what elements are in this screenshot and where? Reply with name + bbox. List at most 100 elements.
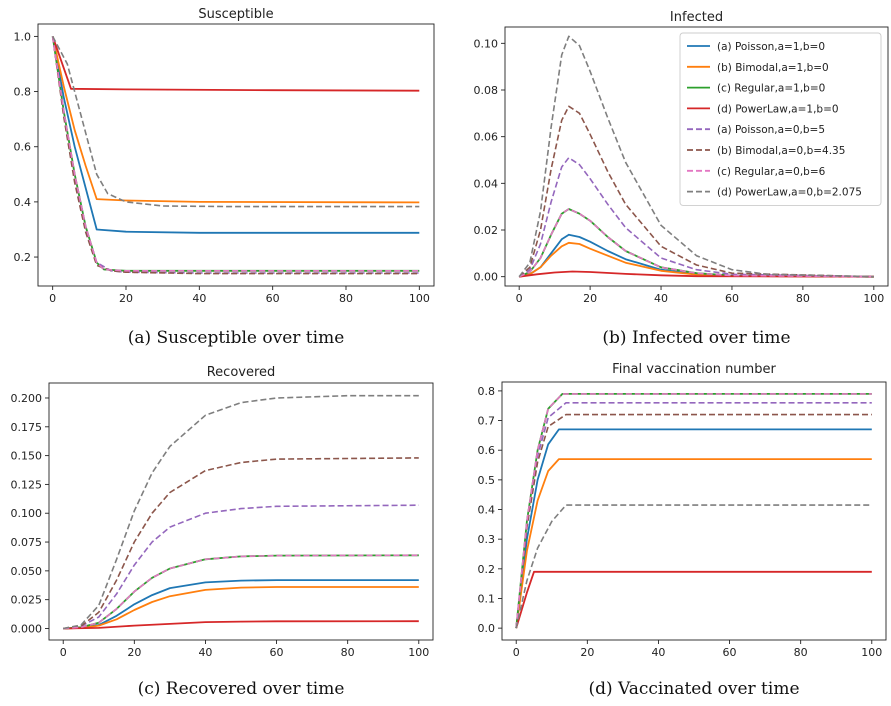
panel-b-series: [518, 35, 874, 278]
panel-a-axes-frame: [37, 23, 435, 287]
panel-c-xtick-label: 20: [127, 646, 141, 659]
panel-d-ytick-label: 0.1: [478, 592, 496, 605]
panel-a-ytick-label: 0.4: [14, 196, 32, 209]
panel-b-ytick-label: 0.08: [474, 84, 499, 97]
panel-c: Recovered 0 20 40 60 80 100 0.000 0.025 0.050 0.07…: [11, 365, 434, 699]
panel-b-xtick-label: 100: [863, 292, 884, 305]
panel-d-caption: (d) Vaccinated over time: [588, 679, 799, 699]
panel-b-title: Infected: [670, 10, 723, 25]
panel-b-ytick-label: 0.00: [474, 271, 499, 284]
panel-b-axes-frame: [504, 26, 889, 287]
panel-c-ytick-label: 0.050: [11, 565, 43, 578]
panel-b-ytick-label: 0.02: [474, 224, 499, 237]
panel-c-title: Recovered: [207, 365, 276, 380]
panel-b-xtick-label: 20: [583, 292, 597, 305]
panel-d-series: [515, 393, 872, 629]
panel-c-series-line-5: [63, 457, 419, 630]
panel-a-xtick-label: 40: [192, 292, 206, 305]
panel-a-title: Susceptible: [198, 7, 273, 22]
panel-b-series-line-7: [518, 35, 874, 278]
panel-a-xtick-label: 0: [49, 292, 56, 305]
panel-b-xtick-label: 60: [725, 292, 739, 305]
panel-c-xtick-label: 80: [341, 646, 355, 659]
panel-a-ytick-label: 0.6: [14, 141, 32, 154]
legend-label-3: (d) PowerLaw,a=1,b=0: [717, 103, 839, 115]
panel-d-xtick-label: 40: [651, 646, 665, 659]
panel-c-series-line-6: [63, 554, 419, 630]
legend-label-2: (c) Regular,a=1,b=0: [717, 83, 825, 95]
panel-c-ytick-label: 0.000: [11, 622, 43, 635]
panel-a-series: [51, 36, 420, 275]
panel-d-ytick-label: 0.8: [478, 385, 496, 398]
panel-b-xtick-label: 80: [796, 292, 810, 305]
legend-label-1: (b) Bimodal,a=1,b=0: [717, 62, 829, 74]
panel-b-series-line-6: [518, 208, 874, 278]
panel-a-ytick-label: 0.2: [14, 251, 32, 264]
panel-a-series-line-5: [51, 36, 420, 275]
panel-d-series-line-4: [515, 402, 872, 629]
panel-d-ytick-label: 0.0: [478, 622, 496, 635]
panel-d-xtick-label: 100: [861, 646, 882, 659]
panel-c-ytick-label: 0.200: [11, 392, 43, 405]
legend-label-7: (d) PowerLaw,a=0,b=2.075: [717, 187, 862, 199]
panel-d-series-line-3: [515, 570, 872, 629]
panel-c-xtick-label: 40: [198, 646, 212, 659]
panel-c-ytick-label: 0.075: [11, 536, 43, 549]
legend-label-5: (b) Bimodal,a=0,b=4.35: [717, 145, 845, 157]
panel-d: Final vaccination number 0 20 40 60 80 100 0.0 0…: [478, 362, 887, 699]
panel-c-series-line-2: [63, 554, 419, 630]
panel-d-series-line-1: [515, 458, 872, 629]
panel-a-series-line-1: [51, 36, 420, 204]
panel-a-series-line-2: [51, 36, 420, 272]
panel-b-series-line-4: [518, 156, 874, 278]
panel-d-ytick-label: 0.7: [478, 415, 496, 428]
panel-b-xtick-label: 40: [654, 292, 668, 305]
panel-d-xtick-label: 80: [794, 646, 808, 659]
panel-d-ytick-label: 0.3: [478, 533, 496, 546]
panel-d-title: Final vaccination number: [612, 362, 776, 377]
panel-d-ytick-label: 0.2: [478, 563, 496, 576]
panel-c-series-line-3: [63, 620, 419, 630]
panel-c-series-line-4: [63, 504, 419, 630]
panel-b: Infected 0 20 40 60 80 100 0.00 0.02 0.04 0.06 0.08…: [474, 10, 889, 348]
panel-b-series-line-1: [519, 241, 874, 278]
panel-c-ytick-label: 0.150: [11, 450, 43, 463]
panel-c-ytick-label: 0.100: [11, 507, 43, 520]
panel-a: Susceptible 0 20 40 60 80 100 0.2 0.4 0.6 0.8 1.0 (a…: [14, 7, 435, 348]
panel-b-series-line-3: [519, 270, 874, 278]
panel-c-ytick-label: 0.125: [11, 478, 43, 491]
panel-c-series-line-7: [63, 394, 419, 630]
panel-d-series-line-0: [515, 428, 872, 629]
panel-a-series-line-3: [51, 36, 420, 92]
panel-d-series-line-7: [515, 504, 872, 629]
panel-a-series-line-0: [51, 36, 420, 234]
panel-a-xtick-label: 20: [119, 292, 133, 305]
panel-d-xtick-label: 0: [513, 646, 520, 659]
panel-d-axes-frame: [501, 381, 887, 641]
panel-c-ytick-label: 0.175: [11, 421, 43, 434]
panel-a-xtick-label: 80: [339, 292, 353, 305]
panel-a-xtick-label: 60: [266, 292, 280, 305]
panel-b-caption: (b) Infected over time: [602, 328, 790, 348]
legend-label-4: (a) Poisson,a=0,b=5: [717, 124, 825, 136]
panel-c-series: [63, 394, 419, 630]
legend-box: [679, 32, 882, 206]
panel-a-ytick-label: 1.0: [14, 30, 32, 43]
panel-a-series-line-6: [51, 36, 420, 272]
panel-d-series-line-6: [515, 393, 872, 629]
panel-b-legend: (a) Poisson,a=1,b=0 (b) Bimodal,a=1,b=0 (c…: [679, 32, 882, 206]
panel-d-series-line-5: [515, 413, 872, 629]
panel-c-xtick-label: 60: [270, 646, 284, 659]
panel-c-series-line-1: [63, 586, 419, 630]
panel-c-xtick-label: 100: [408, 646, 429, 659]
panel-c-ytick-label: 0.025: [11, 594, 43, 607]
panel-b-xtick-label: 0: [516, 292, 523, 305]
panel-a-series-line-7: [51, 36, 420, 208]
panel-c-caption: (c) Recovered over time: [138, 679, 345, 699]
panel-d-ytick-label: 0.4: [478, 504, 496, 517]
panel-d-xtick-label: 60: [723, 646, 737, 659]
panel-a-caption: (a) Susceptible over time: [128, 328, 345, 348]
legend-label-0: (a) Poisson,a=1,b=0: [717, 41, 825, 53]
panel-b-ytick-label: 0.04: [474, 177, 499, 190]
